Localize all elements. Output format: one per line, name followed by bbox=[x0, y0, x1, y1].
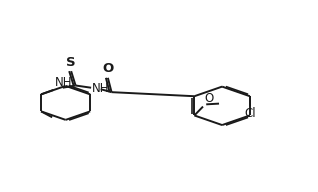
Text: S: S bbox=[66, 55, 76, 69]
Text: NH: NH bbox=[55, 76, 72, 89]
Text: Cl: Cl bbox=[244, 107, 256, 120]
Text: NH: NH bbox=[92, 82, 110, 95]
Text: O: O bbox=[204, 92, 213, 105]
Text: O: O bbox=[102, 62, 114, 75]
